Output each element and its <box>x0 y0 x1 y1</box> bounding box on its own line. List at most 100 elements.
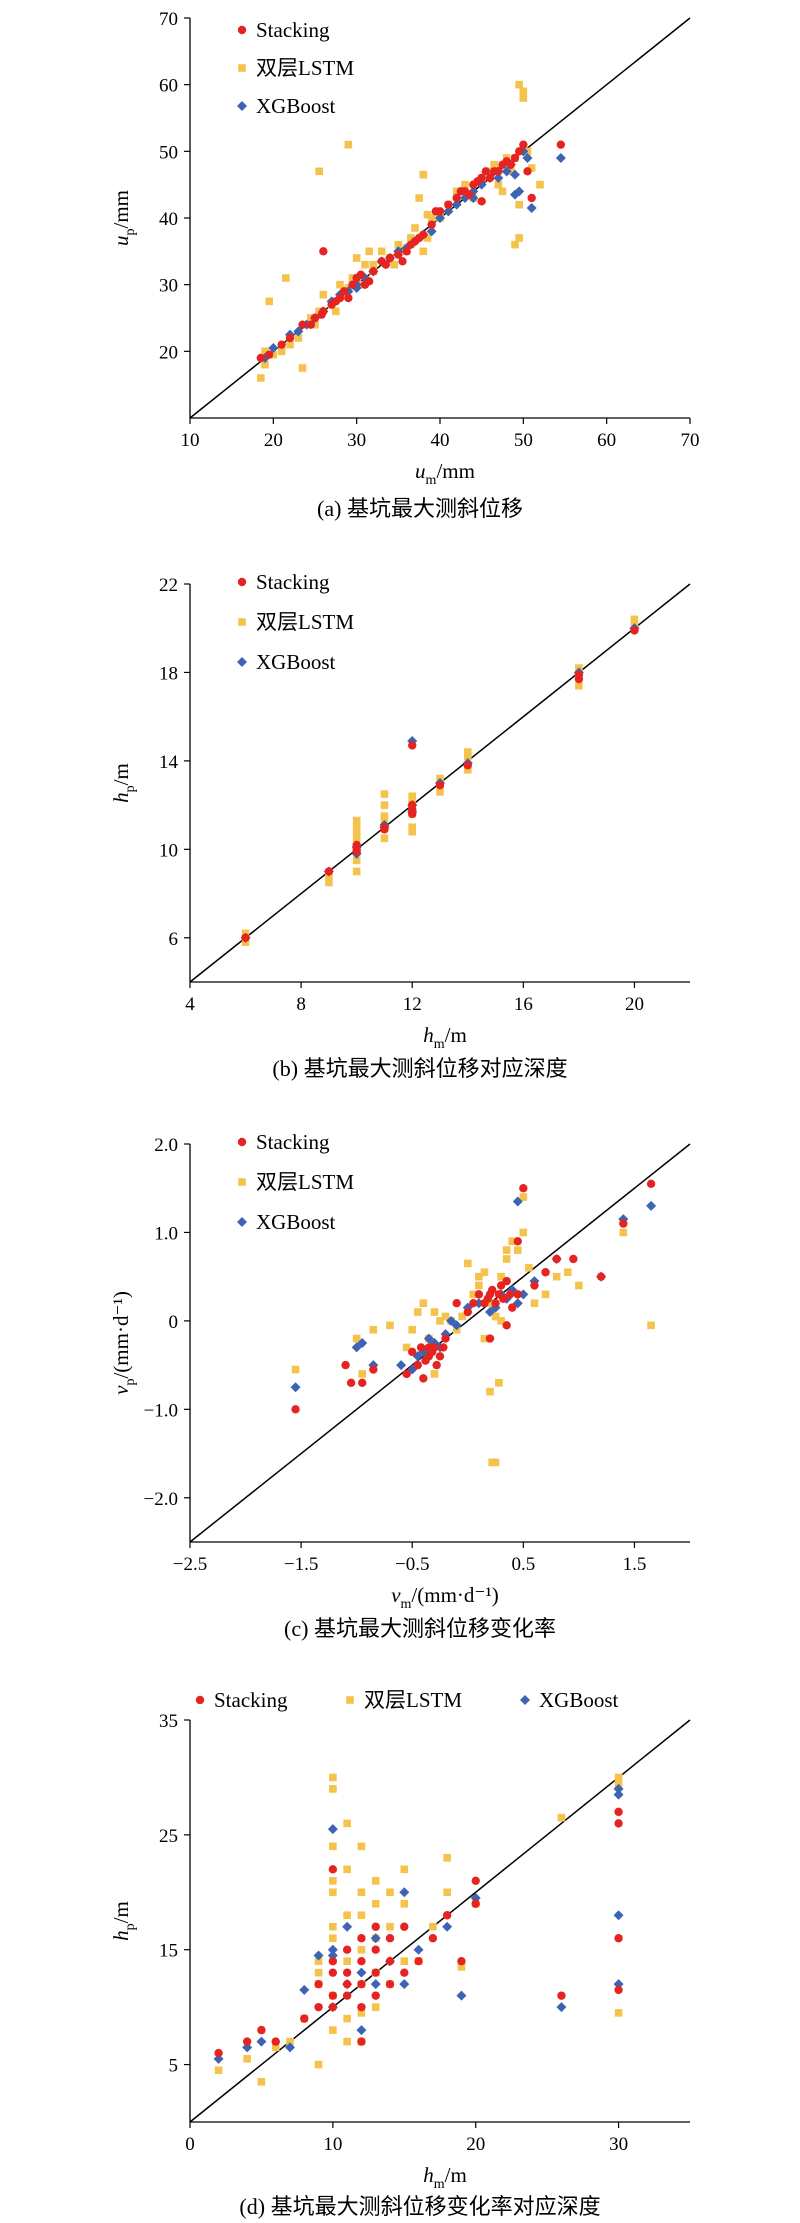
lstm-point <box>557 1813 566 1822</box>
x-tick-label: 40 <box>431 430 450 451</box>
stacking-point <box>328 1991 338 2000</box>
legend-lstm-marker <box>346 1696 354 1704</box>
lstm-point <box>413 1308 422 1316</box>
stacking-point <box>427 220 436 229</box>
x-tick-label: −2.5 <box>173 1554 207 1575</box>
stacking-point <box>464 190 474 199</box>
stacking-point <box>291 1405 300 1414</box>
stacking-point <box>371 1991 380 2000</box>
stacking-point <box>441 1334 450 1343</box>
x-tick-label: 0 <box>185 2134 195 2155</box>
series-stacking <box>241 626 639 942</box>
figure-caption: (b) 基坑最大测斜位移对应深度 <box>272 1056 567 1081</box>
series-lstm <box>257 80 544 382</box>
lstm-point <box>511 240 519 249</box>
x-tick-label: 12 <box>403 994 422 1015</box>
legend-xgboost-marker <box>520 1695 530 1705</box>
stacking-point <box>357 2037 366 2046</box>
lstm-point <box>508 1237 517 1246</box>
xgboost-point <box>327 1944 338 1955</box>
lstm-point <box>515 80 523 89</box>
xgboost-point <box>399 1887 410 1898</box>
x-tick-label: 60 <box>597 430 616 451</box>
stacking-point <box>442 1911 452 1920</box>
legend-stacking-label: Stacking <box>256 570 330 594</box>
stacking-point <box>328 1968 338 1977</box>
stacking-point <box>471 1876 480 1885</box>
legend: Stacking 双层LSTM XGBoost <box>195 1688 619 1712</box>
stacking-point <box>439 1343 448 1352</box>
lstm-point <box>357 1911 366 1920</box>
lstm-point <box>575 1281 583 1290</box>
lstm-point <box>329 1773 337 1782</box>
lstm-point <box>369 260 378 269</box>
lstm-point <box>386 1888 394 1897</box>
stacking-point <box>369 267 378 276</box>
stacking-point <box>419 1374 428 1383</box>
xgboost-point <box>613 1783 624 1794</box>
stacking-point <box>369 1365 378 1374</box>
stacking-point <box>541 1268 550 1277</box>
lstm-point <box>495 1379 503 1387</box>
lstm-point <box>357 1842 366 1851</box>
stacking-point <box>463 1307 472 1317</box>
stacking-point <box>371 1922 380 1931</box>
lstm-point <box>443 1854 451 1862</box>
lstm-point <box>394 240 403 249</box>
lstm-point <box>325 878 333 887</box>
stacking-point <box>335 293 345 303</box>
stacking-point <box>346 1378 356 1387</box>
legend-stacking-marker <box>195 1695 205 1705</box>
chart-panel-3: −2.5 −1.5 −0.5 0.5 1.5 −2.0 −1.0 0 1.0 2.0 Stackin… <box>109 1130 691 1641</box>
stacking-point <box>319 247 328 256</box>
lstm-point <box>436 1317 444 1325</box>
stacking-point <box>256 353 266 363</box>
lstm-point <box>352 823 361 832</box>
stacking-point <box>419 230 428 239</box>
lstm-point <box>519 94 528 102</box>
stacking-point <box>408 1347 417 1357</box>
lstm-point <box>407 234 415 242</box>
y-tick-label: 0 <box>169 1312 179 1333</box>
stacking-point <box>614 1807 623 1817</box>
lstm-point <box>329 1934 337 1943</box>
stacking-point <box>328 1865 338 1874</box>
stacking-point <box>513 1237 522 1246</box>
lstm-point <box>282 274 290 282</box>
stacking-point <box>385 253 395 263</box>
x-tick-label: 0.5 <box>511 1554 535 1575</box>
stacking-point <box>352 840 361 850</box>
lstm-point <box>411 224 419 232</box>
y-tick-label: 50 <box>159 142 178 163</box>
xgboost-point <box>299 1984 310 1995</box>
legend: Stacking 双层LSTM XGBoost <box>237 18 354 118</box>
lstm-point <box>430 1370 439 1378</box>
xgboost-point <box>555 153 566 163</box>
xgboost-point <box>526 203 537 213</box>
lstm-point <box>380 801 389 809</box>
stacking-point <box>400 1968 409 1977</box>
lstm-point <box>261 347 269 356</box>
stacking-point <box>400 1922 409 1931</box>
lstm-point <box>357 1945 366 1954</box>
legend-lstm-marker <box>238 618 246 626</box>
xgboost-point <box>613 1910 624 1921</box>
stacking-point <box>452 1299 461 1308</box>
lstm-point <box>386 1321 394 1330</box>
chart-panel-2: 4 8 12 16 20 6 10 14 18 22 Stacking 双层LSTM XGBoost hm… <box>109 570 691 1081</box>
lstm-point <box>408 1325 417 1334</box>
lstm-point <box>329 1785 337 1793</box>
lstm-point <box>286 2037 294 2046</box>
lstm-point <box>352 827 361 836</box>
stacking-point <box>348 280 357 289</box>
lstm-point <box>429 1922 437 1931</box>
lstm-point <box>519 1228 528 1237</box>
stacking-point <box>428 1934 438 1943</box>
xgboost-point <box>490 1302 501 1313</box>
lstm-point <box>486 1387 494 1396</box>
xgboost-point <box>356 1967 367 1978</box>
xgboost-point <box>443 206 454 217</box>
stacking-point <box>358 1378 367 1387</box>
lstm-point <box>357 2009 366 2017</box>
